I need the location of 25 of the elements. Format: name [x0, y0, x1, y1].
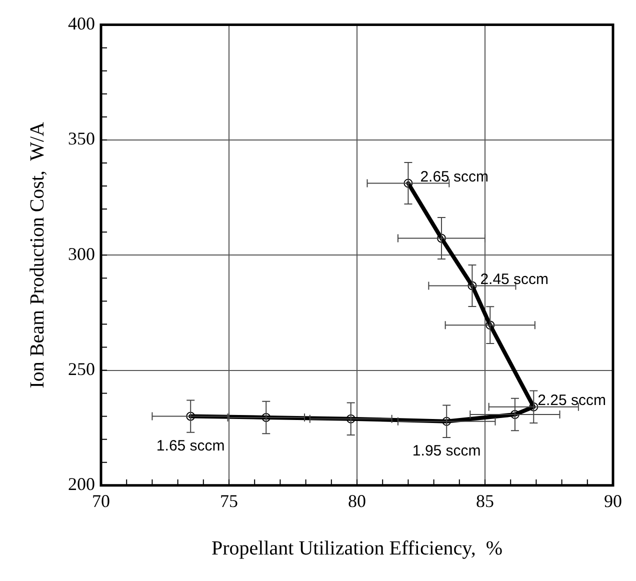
x-tick-label: 75 [220, 490, 238, 511]
annotation: 1.95 sccm [412, 442, 481, 460]
y-tick-label: 400 [68, 14, 95, 34]
point [529, 402, 538, 412]
point [404, 178, 413, 188]
point [262, 412, 271, 422]
x-tick-label: 70 [92, 490, 110, 511]
annotation: 1.65 sccm [156, 437, 225, 454]
point [346, 414, 356, 424]
x-tick-label: 85 [476, 490, 494, 511]
point [510, 410, 520, 419]
point [468, 281, 477, 290]
y-tick-label: 300 [68, 244, 95, 264]
x-tick-label: 90 [604, 490, 622, 511]
annotation: 2.25 sccm [538, 392, 606, 410]
x-tick-label: 80 [348, 490, 366, 511]
point [442, 416, 452, 426]
point [486, 320, 495, 330]
y-tick-label: 250 [68, 358, 95, 379]
y-tick-label: 350 [68, 128, 95, 149]
y-tick-label: 200 [68, 474, 95, 494]
x-axis-title: Propellant Utilization Efficiency, % [211, 537, 503, 560]
point [186, 412, 196, 421]
point [436, 234, 446, 243]
y-axis-title: Ion Beam Production Cost, W/A [26, 121, 48, 388]
